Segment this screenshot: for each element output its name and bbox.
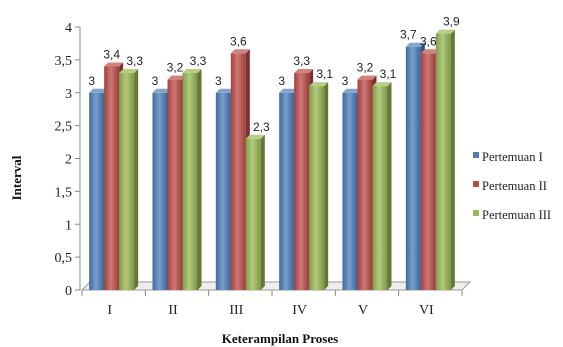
bar-front — [215, 92, 231, 290]
legend-label: Pertemuan I — [482, 150, 543, 164]
bar-front — [405, 46, 421, 290]
x-tick-label: VI — [419, 303, 434, 318]
data-label: 3,3 — [293, 54, 310, 68]
bar-front — [279, 92, 295, 290]
bar-top — [119, 69, 139, 74]
bar-top — [104, 62, 124, 67]
legend: Pertemuan I Pertemuan II Pertemuan III — [473, 150, 551, 222]
bar-top — [342, 88, 362, 93]
bar-top — [230, 49, 250, 54]
bar-top — [152, 88, 172, 93]
y-axis-title: Interval — [9, 155, 24, 200]
data-label: 3,6 — [420, 34, 437, 48]
data-label: 3 — [215, 74, 222, 88]
bar-front — [294, 73, 310, 291]
data-label: 3,6 — [230, 34, 247, 48]
data-label: 3,9 — [443, 15, 460, 29]
bar-front — [119, 73, 135, 291]
bar-top — [420, 49, 440, 54]
bar-top — [167, 75, 187, 80]
data-label: 3 — [342, 74, 349, 88]
data-label: 3,3 — [190, 54, 207, 68]
bars — [89, 29, 455, 291]
bar-front — [230, 53, 246, 290]
bar-top — [357, 75, 377, 80]
x-axis: I II III IV V VI — [81, 290, 463, 318]
data-label: 2,3 — [253, 120, 270, 134]
bar-side — [197, 69, 202, 291]
y-tick-label: 3,5 — [55, 54, 73, 69]
y-tick-label: 3 — [65, 87, 72, 102]
bar — [372, 82, 392, 290]
legend-item: Pertemuan III — [473, 208, 551, 222]
data-label: 3,4 — [103, 47, 120, 61]
bar-front — [152, 92, 168, 290]
data-label: 3,3 — [126, 54, 143, 68]
x-tick-label: II — [168, 303, 178, 318]
y-tick-label: 1 — [65, 218, 72, 233]
x-tick-label: V — [358, 303, 368, 318]
y-tick-label: 0,5 — [55, 251, 73, 266]
y-tick-label: 4 — [65, 21, 72, 36]
data-label: 3 — [88, 74, 95, 88]
bar-top — [245, 134, 265, 139]
data-labels: 33,4 3,333,2 3,333,62,333,33,1 33,2 3,13,7 3,… — [88, 15, 460, 134]
bar-side — [324, 82, 329, 290]
y-tick-label: 2,5 — [55, 120, 73, 135]
legend-swatch — [473, 152, 479, 158]
x-axis-title: Keterampilan Proses — [222, 331, 338, 346]
legend-label: Pertemuan III — [482, 208, 551, 222]
bar-front — [357, 79, 373, 290]
bar-top — [279, 88, 299, 93]
bar — [435, 29, 455, 290]
bar-front — [435, 33, 451, 290]
bar — [182, 69, 202, 291]
bar-top — [435, 29, 455, 34]
legend-item: Pertemuan I — [473, 150, 543, 164]
data-label: 3,1 — [380, 67, 397, 81]
y-tick-label: 1,5 — [55, 185, 73, 200]
bar-top — [215, 88, 235, 93]
bar — [245, 134, 265, 290]
bar-front — [89, 92, 105, 290]
bar-top — [309, 82, 329, 87]
bar-front — [372, 86, 388, 290]
data-label: 3,1 — [316, 67, 333, 81]
bar-side — [387, 82, 392, 290]
bar-side — [134, 69, 139, 291]
data-label: 3,7 — [400, 28, 417, 42]
data-label: 3 — [278, 74, 285, 88]
bar-top — [89, 88, 109, 93]
bar — [309, 82, 329, 290]
bar-top — [405, 42, 425, 47]
bar-front — [420, 53, 436, 290]
bar-front — [104, 66, 120, 290]
bar-top — [182, 69, 202, 74]
y-axis: 0 0,5 1 1,5 2 2,5 3 3,5 4 — [55, 21, 81, 299]
bar-top — [372, 82, 392, 87]
legend-swatch — [473, 210, 479, 216]
bar-front — [167, 79, 183, 290]
data-label: 3,2 — [357, 61, 374, 75]
bar-front — [342, 92, 358, 290]
bar — [119, 69, 139, 291]
legend-swatch — [473, 181, 479, 187]
x-tick-label: III — [229, 303, 243, 318]
data-label: 3 — [152, 74, 159, 88]
bar-top — [294, 69, 314, 74]
legend-label: Pertemuan II — [482, 179, 547, 193]
data-label: 3,2 — [167, 61, 184, 75]
bar-side — [450, 29, 455, 290]
legend-item: Pertemuan II — [473, 179, 547, 193]
y-tick-label: 2 — [65, 153, 72, 168]
bar-front — [309, 86, 325, 290]
bar-front — [245, 138, 261, 290]
x-tick-label: IV — [292, 303, 307, 318]
bar-front — [182, 73, 198, 291]
y-tick-label: 0 — [65, 284, 72, 299]
bar-side — [260, 134, 265, 290]
x-tick-label: I — [107, 303, 112, 318]
